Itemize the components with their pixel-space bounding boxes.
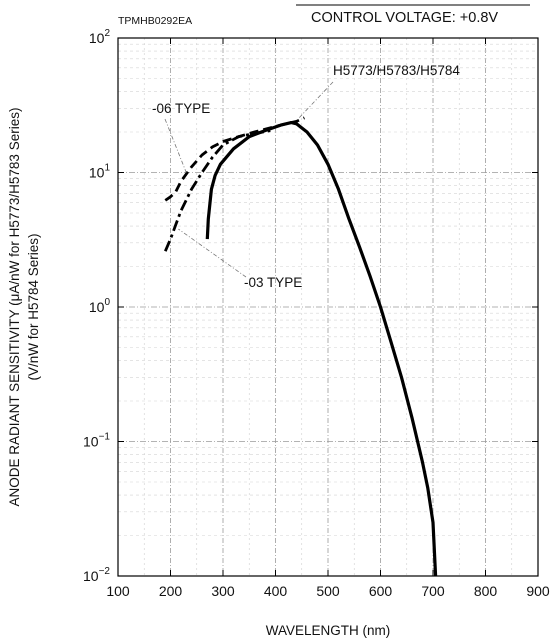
x-tick-label: 700	[421, 583, 445, 599]
x-tick-label: 600	[369, 583, 393, 599]
y-tick-exponent: 2	[104, 28, 110, 39]
y-tick-label: 102	[89, 28, 111, 46]
x-tick-label: 900	[526, 583, 550, 599]
series-line	[164, 116, 305, 202]
series-line	[164, 129, 271, 252]
y-axis-label: ANODE RADIANT SENSITIVITY (μA/nW for H57…	[7, 108, 22, 507]
x-tick-label: 400	[264, 583, 288, 599]
y-tick-exponent: −2	[99, 566, 111, 577]
chart-code: TPMHB0292EA	[118, 15, 192, 27]
annotation-leader	[178, 228, 247, 278]
x-tick-label: 300	[211, 583, 235, 599]
annotations: H5773/H5783/H5784 -06 TYPE -03 TYPE	[152, 63, 460, 290]
x-axis-label: WAVELENGTH (nm)	[266, 623, 391, 638]
y-tick-base: 10	[89, 30, 105, 46]
y-tick-label: 10−1	[83, 432, 110, 450]
y-axis-label-secondary: (V/nW for H5784 Series)	[26, 233, 41, 380]
y-tick-exponent: 1	[104, 163, 110, 174]
annotation-leader	[298, 81, 334, 119]
axis-ticks: 100 200 300 400 500 600 700 800 90010210110010−1…	[83, 28, 550, 599]
y-tick-base: 10	[89, 165, 105, 181]
y-tick-base: 10	[89, 299, 105, 315]
annotation-leader	[164, 118, 187, 173]
annotation-leaders	[164, 81, 334, 278]
grid	[118, 38, 538, 576]
y-tick-exponent: 0	[104, 297, 110, 308]
x-tick-label: 200	[159, 583, 183, 599]
y-tick-base: 10	[83, 434, 99, 450]
x-tick-label: 100	[106, 583, 130, 599]
y-tick-exponent: −1	[99, 432, 111, 443]
series-group	[164, 116, 438, 577]
x-tick-label: 800	[474, 583, 498, 599]
series-annotation-label: H5773/H5783/H5784	[333, 63, 460, 78]
y-tick-label: 10−2	[83, 566, 110, 584]
y-tick-base: 10	[83, 568, 99, 584]
y-tick-label: 100	[89, 297, 111, 315]
y-tick-label: 101	[89, 163, 111, 181]
series-line	[205, 121, 438, 577]
x-tick-label: 500	[316, 583, 340, 599]
condition-label: CONTROL VOLTAGE: +0.8V	[311, 10, 498, 26]
series-annotation-label: -06 TYPE	[152, 101, 210, 116]
series-annotation-label: -03 TYPE	[244, 275, 302, 290]
